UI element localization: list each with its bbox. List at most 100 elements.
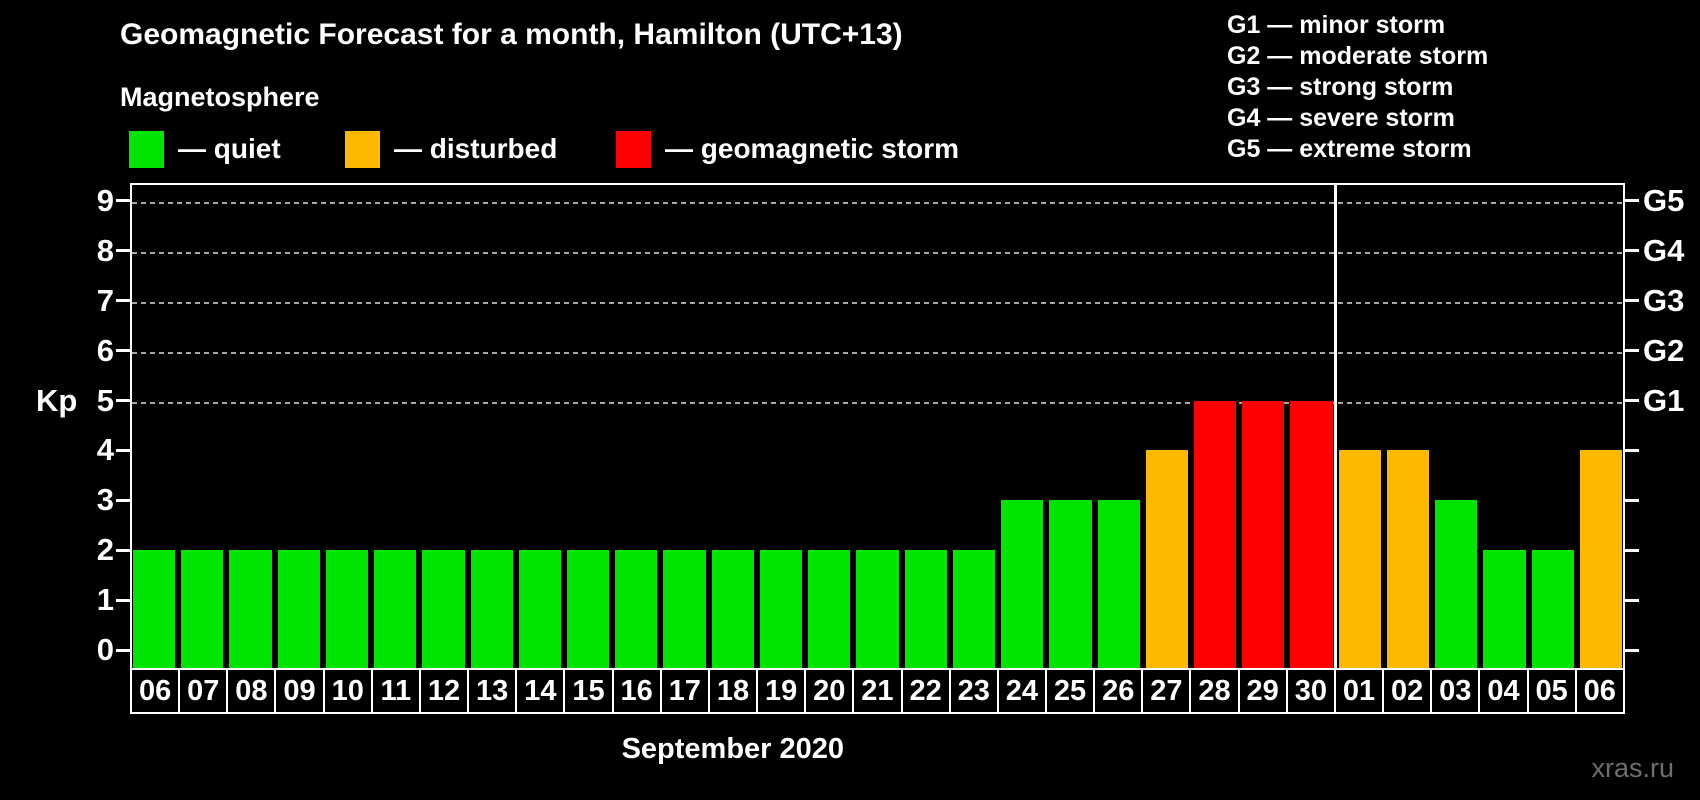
left-tick-kp8 <box>116 249 130 253</box>
kp-bar-day-02 <box>1386 450 1430 668</box>
day-cell-sep-13: 13 <box>467 668 518 714</box>
day-cell-sep-24: 24 <box>996 668 1047 714</box>
right-axis-label-g5: G5 <box>1643 182 1685 218</box>
storm-legend-g3: G3 — strong storm <box>1227 73 1454 101</box>
kp-bar-day-15 <box>567 550 610 668</box>
kp-bar-day-19 <box>759 550 803 668</box>
kp-bar-day-10 <box>325 550 369 668</box>
right-axis-label-g2: G2 <box>1643 332 1685 368</box>
right-tick-kp4 <box>1625 448 1639 452</box>
storm-legend-g4: G4 — severe storm <box>1227 104 1455 132</box>
legend-item-quiet: — quiet <box>129 130 281 168</box>
kp-bar-day-06 <box>133 550 176 668</box>
chart-title: Geomagnetic Forecast for a month, Hamilt… <box>120 18 903 51</box>
day-cell-oct-06: 06 <box>1574 668 1625 714</box>
day-cell-sep-18: 18 <box>707 668 759 714</box>
day-cell-sep-30: 30 <box>1285 668 1336 714</box>
y-tick-label-6: 6 <box>96 332 114 368</box>
day-cell-sep-06: 06 <box>130 668 181 714</box>
left-tick-kp2 <box>116 548 130 552</box>
watermark: xras.ru <box>1591 753 1674 783</box>
legend-item-storm: — geomagnetic storm <box>616 130 959 168</box>
legend-item-disturbed: — disturbed <box>345 130 557 168</box>
day-cell-sep-12: 12 <box>418 668 470 714</box>
left-tick-kp6 <box>116 349 130 353</box>
y-tick-label-1: 1 <box>96 582 114 618</box>
left-tick-kp4 <box>116 448 130 452</box>
gridline-kp6 <box>132 351 1623 354</box>
kp-bar-day-11 <box>374 550 417 668</box>
storm-legend-g2: G2 — moderate storm <box>1227 42 1489 70</box>
y-tick-label-0: 0 <box>96 632 114 667</box>
left-tick-kp9 <box>116 199 130 203</box>
left-tick-kp7 <box>116 299 130 303</box>
day-cell-sep-23: 23 <box>948 668 999 714</box>
right-tick-kp2 <box>1625 548 1639 552</box>
quiet-color-swatch <box>129 130 164 168</box>
kp-bar-day-09 <box>277 550 320 668</box>
right-axis-label-g4: G4 <box>1643 232 1685 268</box>
y-tick-label-2: 2 <box>96 532 114 568</box>
kp-bar-day-12 <box>422 550 465 668</box>
gridline-kp7 <box>132 301 1623 304</box>
left-tick-kp3 <box>116 498 130 502</box>
right-tick-kp6 <box>1625 349 1639 353</box>
day-cell-oct-04: 04 <box>1478 668 1529 714</box>
kp-bar-day-07 <box>181 550 224 668</box>
storm-legend-g1: G1 — minor storm <box>1227 11 1446 39</box>
day-cell-sep-14: 14 <box>515 668 566 714</box>
day-cell-sep-10: 10 <box>322 668 373 714</box>
day-cell-oct-01: 01 <box>1333 668 1385 714</box>
y-tick-label-4: 4 <box>96 432 114 468</box>
kp-bar-day-16 <box>615 550 658 668</box>
legend-label-quiet: — quiet <box>178 133 281 164</box>
y-tick-label-9: 9 <box>96 182 114 218</box>
day-cell-sep-27: 27 <box>1141 668 1192 714</box>
day-cell-sep-21: 21 <box>852 668 903 714</box>
day-cell-sep-15: 15 <box>563 668 614 714</box>
legend-heading: Magnetosphere <box>120 82 320 112</box>
kp-bar-day-08 <box>229 550 272 668</box>
left-tick-kp5 <box>116 399 130 402</box>
kp-bar-day-27 <box>1145 450 1188 668</box>
day-cell-sep-22: 22 <box>900 668 951 714</box>
kp-bar-day-22 <box>904 550 947 668</box>
kp-bar-day-03 <box>1435 500 1478 668</box>
kp-bar-day-17 <box>663 550 706 668</box>
gridline-kp5 <box>132 401 1623 404</box>
kp-bar-day-20 <box>808 550 851 668</box>
right-tick-kp0 <box>1625 648 1639 652</box>
day-cell-sep-11: 11 <box>370 668 421 714</box>
day-cell-sep-08: 08 <box>226 668 277 714</box>
right-tick-kp5 <box>1625 399 1639 402</box>
right-tick-kp9 <box>1625 199 1639 203</box>
kp-bar-day-18 <box>711 550 754 668</box>
y-axis-label: Kp <box>36 382 78 418</box>
y-tick-label-7: 7 <box>96 282 114 318</box>
day-cell-sep-16: 16 <box>611 668 662 714</box>
kp-bar-day-26 <box>1097 500 1140 668</box>
kp-bar-day-23 <box>952 550 996 668</box>
month-separator-line <box>1334 183 1338 668</box>
right-tick-kp1 <box>1625 598 1639 602</box>
kp-bar-day-04 <box>1483 550 1526 668</box>
kp-bar-day-21 <box>856 550 899 668</box>
day-cell-oct-05: 05 <box>1526 668 1577 714</box>
day-cell-sep-25: 25 <box>1044 668 1096 714</box>
kp-bar-day-06 <box>1579 450 1622 668</box>
kp-bar-day-28 <box>1193 400 1237 668</box>
day-cell-sep-20: 20 <box>804 668 855 714</box>
y-tick-label-5: 5 <box>96 382 114 418</box>
y-tick-label-3: 3 <box>96 482 114 518</box>
storm-color-swatch <box>616 130 651 168</box>
y-tick-label-8: 8 <box>96 232 114 268</box>
kp-bar-day-29 <box>1242 400 1285 668</box>
kp-bar-day-24 <box>1001 500 1044 668</box>
storm-scale-legend: G1 — minor storm G2 — moderate storm G3 … <box>1227 10 1488 165</box>
day-cell-sep-26: 26 <box>1093 668 1144 714</box>
plot-area <box>130 183 1625 668</box>
legend-label-storm: — geomagnetic storm <box>665 133 960 164</box>
left-tick-kp1 <box>116 598 130 602</box>
day-cell-sep-19: 19 <box>756 668 807 714</box>
